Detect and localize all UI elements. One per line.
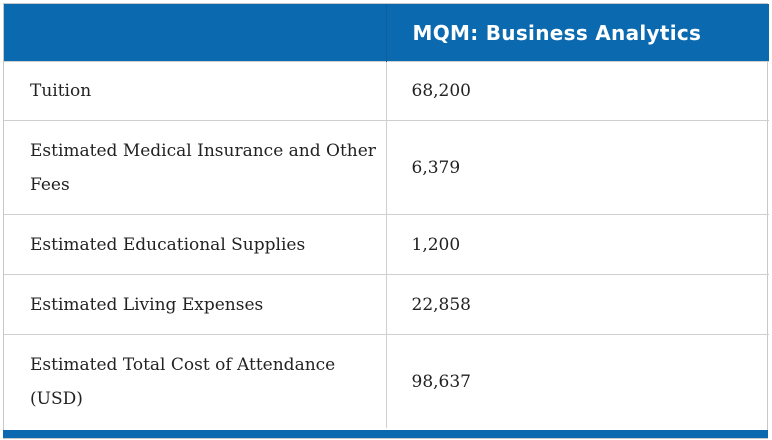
row-value-tuition: 68,200 (386, 61, 769, 121)
row-value-total-cost: 98,637 (386, 334, 769, 428)
row-label-tuition: Tuition (4, 61, 387, 121)
cost-table-container: MQM: Business Analytics Tuition 68,200 E… (3, 3, 769, 439)
row-label-medical-insurance: Estimated Medical Insurance and Other Fe… (4, 120, 387, 215)
header-row: MQM: Business Analytics (4, 4, 769, 62)
table-bottom-bar (3, 430, 768, 438)
row-value-educational-supplies: 1,200 (386, 214, 769, 275)
table-row: Estimated Total Cost of Attendance (USD)… (4, 334, 769, 428)
row-label-total-cost: Estimated Total Cost of Attendance (USD) (4, 334, 387, 428)
row-label-living-expenses: Estimated Living Expenses (4, 274, 387, 335)
table-body: Tuition 68,200 Estimated Medical Insuran… (4, 61, 769, 428)
header-empty-cell (4, 4, 387, 62)
table-header: MQM: Business Analytics (4, 4, 769, 62)
table-row: Estimated Living Expenses 22,858 (4, 274, 769, 335)
row-value-medical-insurance: 6,379 (386, 120, 769, 215)
row-value-living-expenses: 22,858 (386, 274, 769, 335)
table-row: Tuition 68,200 (4, 61, 769, 121)
row-label-educational-supplies: Estimated Educational Supplies (4, 214, 387, 275)
header-program-name: MQM: Business Analytics (386, 4, 769, 62)
table-row: Estimated Medical Insurance and Other Fe… (4, 120, 769, 215)
cost-table: MQM: Business Analytics Tuition 68,200 E… (4, 4, 769, 428)
table-row: Estimated Educational Supplies 1,200 (4, 214, 769, 275)
